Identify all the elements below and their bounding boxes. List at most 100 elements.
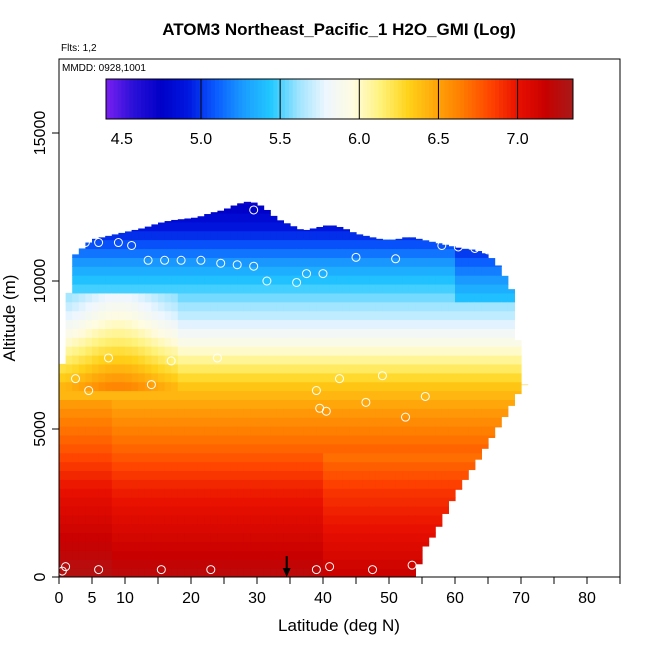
heatmap-cell [395, 275, 403, 285]
heatmap-cell [204, 381, 212, 392]
heatmap-cell [382, 417, 390, 427]
heatmap-cell [303, 568, 311, 577]
heatmap-cell [59, 399, 67, 409]
heatmap-cell [250, 532, 258, 543]
heatmap-cell [455, 283, 463, 294]
heatmap-cell [369, 355, 377, 365]
heatmap-cell [92, 452, 100, 463]
heatmap-cell [428, 452, 436, 463]
heatmap-cell [369, 461, 377, 472]
heatmap-cell [448, 372, 456, 383]
heatmap-cell [59, 505, 67, 516]
heatmap-cell [217, 505, 225, 516]
heatmap-cell [78, 319, 86, 329]
heatmap-cell [329, 363, 337, 374]
heatmap-cell [250, 568, 258, 577]
heatmap-cell [204, 452, 212, 463]
heatmap-cell [349, 301, 357, 312]
heatmap-cell [296, 550, 304, 560]
heatmap-cell [507, 292, 515, 303]
heatmap-cell [257, 239, 265, 250]
heatmap-cell [210, 239, 218, 250]
heatmap-cell [171, 541, 179, 551]
heatmap-cell [468, 328, 476, 338]
heatmap-cell [402, 426, 410, 436]
heatmap-cell [356, 408, 364, 418]
heatmap-cell [138, 523, 146, 534]
heatmap-cell [342, 363, 350, 374]
observation-point [156, 565, 166, 575]
heatmap-cell [323, 488, 331, 498]
heatmap-cell [402, 301, 410, 312]
heatmap-cell [290, 257, 298, 267]
heatmap-cell [342, 568, 350, 577]
heatmap-cell [158, 372, 166, 383]
heatmap-cell [191, 266, 199, 276]
heatmap-cell [422, 363, 430, 374]
heatmap-cell [402, 257, 410, 267]
heatmap-cell [224, 275, 232, 285]
heatmap-cell [125, 568, 133, 577]
heatmap-cell [428, 523, 436, 534]
heatmap-cell [237, 283, 245, 294]
heatmap-cell [197, 497, 205, 507]
heatmap-cell [138, 505, 146, 516]
heatmap-cell [375, 381, 383, 392]
heatmap-cell [283, 266, 291, 276]
heatmap-cell [85, 266, 93, 276]
heatmap-cell [224, 550, 232, 560]
heatmap-cell [362, 363, 370, 374]
heatmap-cell [349, 541, 357, 551]
heatmap-cell [224, 426, 232, 436]
heatmap-cell [356, 381, 364, 392]
heatmap-cell [375, 417, 383, 427]
heatmap-cell [415, 266, 423, 276]
heatmap-cell [204, 328, 212, 338]
heatmap-cell [455, 292, 463, 303]
heatmap-cell [435, 390, 443, 400]
heatmap-cell [382, 505, 390, 516]
heatmap-cell [92, 346, 100, 356]
heatmap-cell [494, 310, 502, 321]
heatmap-cell [316, 248, 324, 258]
heatmap-cell [237, 203, 245, 205]
heatmap-cell [342, 505, 350, 516]
heatmap-cell [191, 470, 199, 480]
heatmap-cell [435, 355, 443, 365]
heatmap-cell [217, 337, 225, 347]
heatmap-cell [171, 426, 179, 436]
heatmap-cell [323, 399, 331, 409]
heatmap-cell [461, 275, 469, 285]
heatmap-cell [144, 505, 152, 516]
heatmap-cell [197, 283, 205, 294]
colorbar-segment [479, 79, 484, 119]
heatmap-cell [290, 230, 298, 241]
heatmap-cell [362, 381, 370, 392]
heatmap-cell [342, 328, 350, 338]
heatmap-cell [290, 346, 298, 356]
heatmap-cell [138, 292, 146, 303]
heatmap-cell [329, 310, 337, 321]
heatmap-cell [375, 434, 383, 445]
heatmap-cell [217, 514, 225, 525]
heatmap-cell [461, 452, 469, 463]
heatmap-cell [342, 337, 350, 347]
heatmap-cell [177, 399, 185, 409]
heatmap-cell [118, 283, 126, 294]
colorbar-segment [121, 79, 126, 119]
heatmap-cell [243, 355, 251, 365]
heatmap-cell [408, 266, 416, 276]
heatmap-cell [144, 497, 152, 507]
heatmap-cell [237, 221, 245, 232]
heatmap-cell [329, 523, 337, 534]
heatmap-cell [415, 275, 423, 285]
heatmap-cell [395, 310, 403, 321]
heatmap-cell [177, 355, 185, 365]
heatmap-cell [402, 237, 410, 241]
heatmap-cell [144, 266, 152, 276]
x-tick-label: 50 [380, 590, 398, 607]
heatmap-cell [191, 275, 199, 285]
heatmap-cell [435, 443, 443, 454]
heatmap-cell [144, 514, 152, 525]
heatmap-cell [329, 337, 337, 347]
